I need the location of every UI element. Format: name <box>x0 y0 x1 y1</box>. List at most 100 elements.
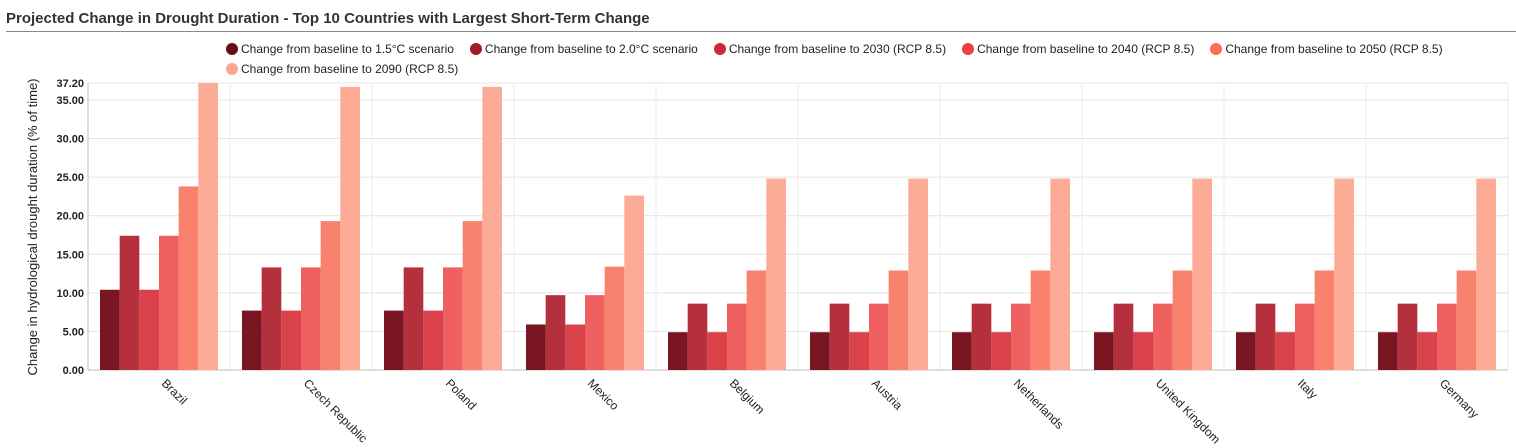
bar <box>1011 303 1031 370</box>
bar <box>320 221 341 370</box>
y-tick-label: 25.00 <box>56 172 84 184</box>
bar <box>119 235 140 370</box>
x-category-label: United Kingdom <box>1153 376 1223 446</box>
bar <box>1153 303 1173 370</box>
legend-label: Change from baseline to 2040 (RCP 8.5) <box>977 42 1195 56</box>
legend-marker <box>469 43 482 55</box>
legend-label: Change from baseline to 1.5°C scenario <box>241 42 454 56</box>
x-category-label: Austria <box>869 376 906 413</box>
title-divider <box>6 31 1516 32</box>
legend-item[interactable]: Change from baseline to 2040 (RCP 8.5) <box>962 39 1194 59</box>
bar <box>281 310 301 370</box>
x-category-label: Mexico <box>585 376 622 413</box>
bar <box>727 303 747 370</box>
legend-marker <box>962 43 975 55</box>
bar <box>746 270 767 370</box>
bar <box>1295 303 1315 370</box>
bar <box>301 267 321 370</box>
bar <box>340 86 360 370</box>
bar <box>1133 332 1153 370</box>
bar <box>1236 332 1256 370</box>
bar <box>585 295 605 370</box>
bar <box>604 266 625 370</box>
bar <box>242 310 262 370</box>
x-category-label: Belgium <box>727 376 768 417</box>
bar <box>971 303 992 370</box>
bar <box>766 178 786 370</box>
bar <box>849 332 869 370</box>
bar <box>482 86 502 370</box>
bar <box>1050 178 1070 370</box>
legend-label: Change from baseline to 2090 (RCP 8.5) <box>241 62 459 76</box>
bar <box>687 303 708 370</box>
bar <box>888 270 909 370</box>
bar <box>1476 178 1496 370</box>
legend-marker <box>713 43 726 55</box>
bar <box>423 310 443 370</box>
bar <box>100 289 120 370</box>
bar <box>1192 178 1212 370</box>
bar <box>1172 270 1193 370</box>
bar <box>403 267 424 370</box>
y-tick-label: 37.20 <box>56 78 84 90</box>
y-tick-label: 35.00 <box>56 95 84 107</box>
bar <box>1314 270 1335 370</box>
y-tick-label: 5.00 <box>63 326 84 338</box>
x-category-label: Brazil <box>159 376 190 407</box>
x-category-label: Germany <box>1437 376 1482 421</box>
bar <box>908 178 928 370</box>
y-tick-label: 30.00 <box>56 134 84 146</box>
legend-item[interactable]: Change from baseline to 2050 (RCP 8.5) <box>1210 39 1443 59</box>
bar <box>1378 332 1398 370</box>
bar <box>1417 332 1437 370</box>
legend-item[interactable]: Change from baseline to 1.5°C scenario <box>226 39 454 59</box>
bar <box>139 289 159 370</box>
legend-label: Change from baseline to 2.0°C scenario <box>484 42 698 56</box>
bar <box>565 324 585 370</box>
x-category-label: Poland <box>443 376 479 412</box>
bar <box>952 332 972 370</box>
legend-item[interactable]: Change from baseline to 2030 (RCP 8.5) <box>713 39 947 59</box>
bar <box>1334 178 1354 370</box>
chart-legend: Change from baseline to 1.5°C scenario Ch… <box>226 39 1516 79</box>
bar <box>707 332 727 370</box>
legend-marker <box>1210 43 1223 55</box>
legend-item[interactable]: Change from baseline to 2.0°C scenario <box>469 39 698 59</box>
x-category-label: Italy <box>1295 376 1320 401</box>
y-axis-label: Change in hydrological drought duration … <box>25 78 40 375</box>
legend-marker <box>226 63 238 75</box>
bar <box>443 267 463 370</box>
bar <box>624 195 644 370</box>
bar <box>198 83 218 370</box>
y-tick-label: 20.00 <box>56 211 84 223</box>
bar <box>261 267 282 370</box>
bar <box>159 235 179 370</box>
bar <box>1275 332 1295 370</box>
legend-item[interactable]: Change from baseline to 2090 (RCP 8.5) <box>226 59 458 79</box>
y-tick-label: 15.00 <box>56 249 84 261</box>
bar <box>1255 303 1276 370</box>
bar <box>545 295 566 370</box>
bar <box>1113 303 1134 370</box>
bar <box>526 324 546 370</box>
chart-title: Projected Change in Drought Duration - T… <box>6 10 650 27</box>
bar <box>462 221 483 370</box>
bar <box>384 310 404 370</box>
bar <box>1397 303 1418 370</box>
bar <box>829 303 850 370</box>
bar <box>1030 270 1051 370</box>
bar <box>991 332 1011 370</box>
y-tick-label: 10.00 <box>56 288 84 300</box>
bar <box>178 186 199 370</box>
bar <box>810 332 830 370</box>
bar <box>1456 270 1477 370</box>
legend-label: Change from baseline to 2050 (RCP 8.5) <box>1225 42 1443 56</box>
bar <box>1437 303 1457 370</box>
legend-marker <box>226 43 238 55</box>
legend-label: Change from baseline to 2030 (RCP 8.5) <box>728 42 947 56</box>
x-category-label: Czech Republic <box>301 376 370 445</box>
bar <box>1094 332 1114 370</box>
bar <box>668 332 688 370</box>
y-tick-label: 0.00 <box>63 365 84 377</box>
